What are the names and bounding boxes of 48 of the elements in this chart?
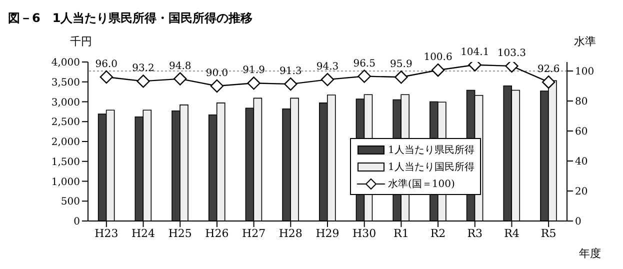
x-tick-label: H29 [316, 226, 340, 240]
y2-tick-label: 20 [575, 186, 588, 198]
x-axis-title: 年度 [579, 247, 601, 260]
y-tick-label: 1,000 [51, 176, 80, 188]
x-tick-label: R5 [540, 226, 556, 240]
y-tick-label: 2,500 [51, 117, 80, 128]
x-tick-label: H28 [278, 226, 302, 240]
x-tick-label: H23 [94, 226, 118, 240]
data-label: 94.8 [168, 60, 192, 72]
chart-title: 図－6 1人当たり県民所得・国民所得の推移 [8, 10, 254, 27]
x-tick-label: H24 [131, 226, 156, 240]
x-tick-label: R1 [394, 226, 409, 240]
legend-label: 水準(国＝100) [388, 178, 455, 190]
y2-tick-label: 100 [575, 66, 594, 78]
y2-tick-label: 0 [575, 216, 582, 228]
y2-tick-label: 60 [575, 126, 588, 138]
data-label: 93.2 [132, 63, 154, 74]
y-tick-label: 2,000 [51, 137, 80, 148]
data-label: 91.9 [242, 65, 265, 76]
x-tick-label: R3 [467, 226, 483, 240]
x-tick-label: H26 [205, 226, 229, 240]
y-tick-label: 3,500 [51, 77, 80, 88]
data-label: 90.0 [206, 68, 228, 79]
data-label: 94.3 [316, 62, 339, 73]
data-label: 96.5 [353, 58, 376, 70]
data-label: 96.0 [95, 59, 118, 70]
legend-label: 1人当たり県民所得 [388, 144, 474, 156]
y-tick-label: 1,500 [51, 156, 80, 168]
y-tick-label: 4,000 [51, 58, 80, 69]
y2-tick-label: 40 [575, 156, 588, 168]
x-tick-label: R2 [430, 226, 446, 240]
y2-axis-title: 水準 [574, 34, 596, 49]
y-axis-title: 千円 [70, 34, 92, 49]
x-tick-label: H27 [242, 226, 266, 240]
x-tick-label: R4 [504, 226, 520, 240]
data-label: 91.3 [280, 66, 302, 78]
y2-tick-label: 80 [575, 96, 588, 108]
legend-label: 1人当たり国民所得 [388, 160, 474, 174]
data-label: 95.9 [390, 59, 412, 70]
data-label: 100.6 [424, 52, 452, 64]
y-tick-label: 3,000 [51, 97, 80, 108]
y-tick-label: 500 [60, 196, 80, 208]
data-label: 92.6 [537, 64, 560, 76]
data-label: 104.1 [460, 46, 490, 58]
y-tick-label: 0 [74, 216, 80, 228]
x-tick-label: H30 [352, 226, 376, 240]
x-tick-label: H25 [168, 226, 192, 240]
data-label: 103.3 [497, 48, 526, 60]
